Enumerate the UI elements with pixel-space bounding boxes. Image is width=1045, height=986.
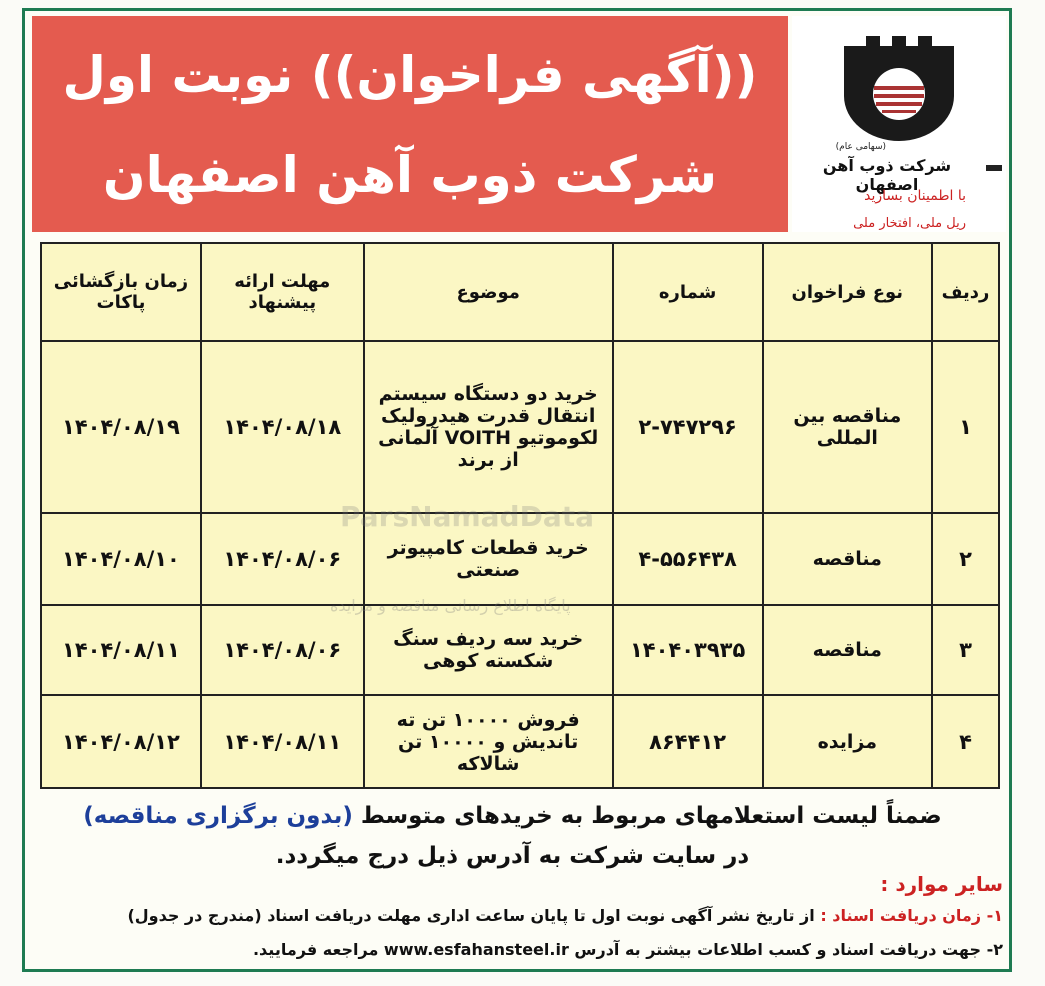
cell-text: ۱۴۰۴۰۳۹۳۵ bbox=[629, 638, 746, 662]
table-cell: ۱۴۰۴۰۳۹۳۵ bbox=[611, 604, 764, 696]
cell-text: ۱۴۰۴/۰۸/۱۸ bbox=[223, 415, 342, 439]
cell-text: ۴ bbox=[959, 729, 972, 754]
note: ضمناً لیست استعلامهای مربوط به خریدهای م… bbox=[60, 796, 965, 876]
table-cell: خرید دو دستگاه سیستم انتقال قدرت هیدرولی… bbox=[362, 340, 614, 514]
title: ((آگهی فراخوان)) نوبت اول bbox=[62, 46, 758, 104]
table-cell: ۲-۷۴۷۲۹۶ bbox=[611, 340, 764, 514]
cell-text: ۱ bbox=[959, 415, 972, 439]
table-cell: ۱۴۰۴/۰۸/۱۱ bbox=[199, 694, 365, 789]
column-header: نوع فراخوان bbox=[761, 242, 934, 342]
table-body: ۱ مناقصه بین المللی ۲-۷۴۷۲۹۶ خرید دو دستگاه… bbox=[40, 340, 1000, 789]
item-label: ۱- زمان دریافت اسناد : bbox=[820, 906, 1003, 925]
subtitle: شرکت ذوب آهن اصفهان bbox=[102, 146, 718, 204]
note-text-2: در سایت شرکت به آدرس ذیل درج میگردد. bbox=[275, 843, 750, 869]
cell-text: ۱۴۰۴/۰۸/۰۶ bbox=[223, 547, 342, 571]
company-name: شرکت ذوب آهن اصفهان bbox=[822, 156, 952, 194]
other-heading: سایر موارد : bbox=[880, 872, 1003, 896]
tender-table: ردیف نوع فراخوان شماره موضوع مهلت ارائه پیشن… bbox=[40, 242, 1000, 789]
logo-bar bbox=[986, 165, 1002, 171]
cell-text: ۱۴۰۴/۰۸/۱۲ bbox=[62, 729, 180, 754]
motto: ریل ملی، افتخار ملی bbox=[853, 216, 966, 231]
item-text: از تاریخ نشر آگهی نوبت اول تا پایان ساعت… bbox=[127, 906, 815, 925]
item: ۲- جهت دریافت اسناد و کسب اطلاعات بیشتر … bbox=[253, 940, 1003, 959]
table-cell: خرید سه ردیف سنگ شکسته کوهی bbox=[362, 604, 614, 696]
table-cell: ۸۶۴۴۱۲ bbox=[611, 694, 764, 789]
table-cell: ۱۴۰۴/۰۸/۱۸ bbox=[199, 340, 365, 514]
column-header: زمان بازگشائی پاکات bbox=[40, 242, 202, 342]
table-cell: ۱۴۰۴/۰۸/۱۹ bbox=[40, 340, 202, 514]
cell-text: ۲ bbox=[959, 547, 972, 571]
table-cell: ۱۴۰۴/۰۸/۰۶ bbox=[199, 604, 365, 696]
column-header: ردیف bbox=[931, 242, 1000, 342]
slogan: با اطمینان بسازید bbox=[864, 188, 966, 204]
cell-text: ۱۴۰۴/۰۸/۱۹ bbox=[62, 415, 180, 439]
cell-text: ۴-۵۵۶۴۳۸ bbox=[638, 547, 737, 571]
logo-emblem bbox=[844, 36, 954, 141]
cell-text: ۱۴۰۴/۰۸/۱۰ bbox=[62, 547, 180, 571]
table-row: ۱ مناقصه بین المللی ۲-۷۴۷۲۹۶ خرید دو دستگاه… bbox=[40, 340, 1000, 514]
cell-text: ۱۴۰۴/۰۸/۰۶ bbox=[223, 638, 342, 662]
cell-text: ۸۶۴۴۱۲ bbox=[649, 729, 727, 754]
item-label: ۲- bbox=[986, 940, 1003, 959]
table-row: ۴ مزایده ۸۶۴۴۱۲ فروش ۱۰۰۰۰ تن ته تاندیش و ۱… bbox=[40, 694, 1000, 789]
table-cell: ۴-۵۵۶۴۳۸ bbox=[611, 512, 764, 606]
company-type: (سهامی عام) bbox=[835, 142, 886, 152]
logo: (سهامی عام) شرکت ذوب آهن اصفهان با اطمین… bbox=[792, 16, 1006, 232]
table-cell: ۱۴۰۴/۰۸/۱۲ bbox=[40, 694, 202, 789]
column-header: مهلت ارائه پیشنهاد bbox=[199, 242, 365, 342]
item: ۱- زمان دریافت اسناد : از تاریخ نشر آگهی… bbox=[127, 906, 1003, 925]
table-cell: فروش ۱۰۰۰۰ تن ته تاندیش و ۱۰۰۰۰ تن شالاک… bbox=[362, 694, 614, 789]
item-text: جهت دریافت اسناد و کسب اطلاعات بیشتر به … bbox=[252, 940, 982, 959]
table-cell: مناقصه bbox=[761, 604, 934, 696]
column-header: موضوع bbox=[362, 242, 614, 342]
table-row: ۲ مناقصه ۴-۵۵۶۴۳۸ خرید قطعات کامپیوتر صنعتی… bbox=[40, 512, 1000, 606]
cell-text: ۳ bbox=[959, 638, 972, 662]
column-header: شماره bbox=[611, 242, 764, 342]
table-cell: ۲ bbox=[931, 512, 1000, 606]
watermark: ParsNamadData bbox=[340, 500, 594, 533]
cell-text: ۲-۷۴۷۲۹۶ bbox=[638, 415, 737, 439]
table-cell: ۳ bbox=[931, 604, 1000, 696]
cell-text: ۱۴۰۴/۰۸/۱۱ bbox=[62, 638, 180, 662]
table-cell: ۱۴۰۴/۰۸/۱۱ bbox=[40, 604, 202, 696]
table-cell: ۱۴۰۴/۰۸/۱۰ bbox=[40, 512, 202, 606]
table-cell: مزایده bbox=[761, 694, 934, 789]
table-cell: مناقصه بین المللی bbox=[761, 340, 934, 514]
cell-text: ۱۴۰۴/۰۸/۱۱ bbox=[223, 729, 342, 754]
table-cell: خرید قطعات کامپیوتر صنعتی bbox=[362, 512, 614, 606]
note-text: ضمناً لیست استعلامهای مربوط به خریدهای م… bbox=[360, 803, 942, 829]
table-cell: ۱ bbox=[931, 340, 1000, 514]
table-row: ۳ مناقصه ۱۴۰۴۰۳۹۳۵ خرید سه ردیف سنگ شکسته ک… bbox=[40, 604, 1000, 696]
header-row: ردیف نوع فراخوان شماره موضوع مهلت ارائه پیشن… bbox=[40, 242, 1000, 342]
table-cell: ۱۴۰۴/۰۸/۰۶ bbox=[199, 512, 365, 606]
note-highlight: (بدون برگزاری مناقصه) bbox=[83, 803, 353, 829]
table-cell: مناقصه bbox=[761, 512, 934, 606]
banner: ((آگهی فراخوان)) نوبت اول شرکت ذوب آهن ا… bbox=[32, 16, 788, 232]
table-cell: ۴ bbox=[931, 694, 1000, 789]
watermark-caption: پایگاه اطلاع رسانی مناقصه و مزایده bbox=[330, 596, 571, 615]
